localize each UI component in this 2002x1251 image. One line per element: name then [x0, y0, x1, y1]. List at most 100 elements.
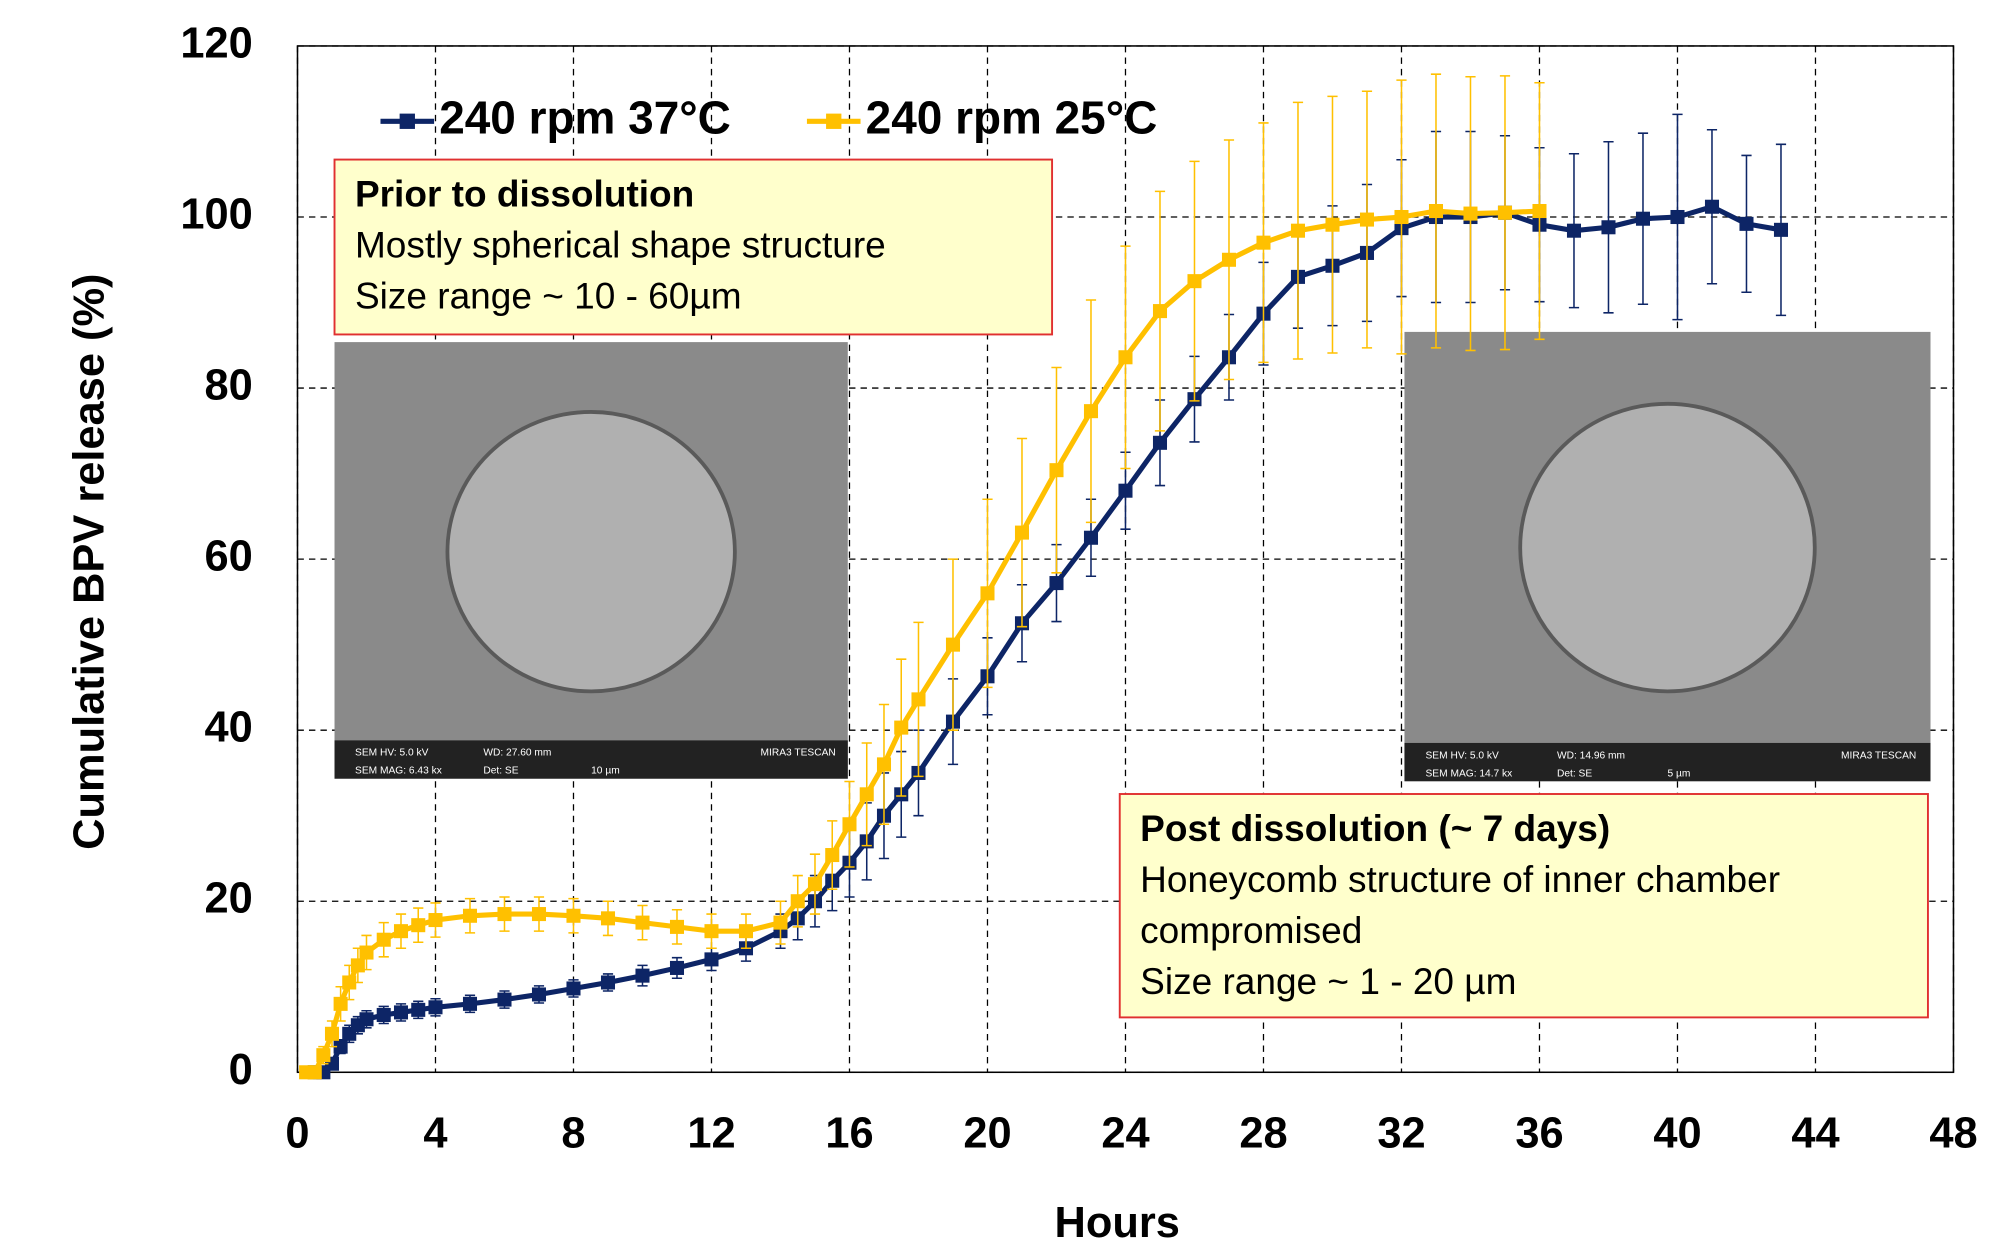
- x-tick-label: 28: [1239, 1110, 1287, 1158]
- marker: [704, 952, 719, 967]
- marker: [497, 992, 512, 1007]
- marker: [350, 958, 365, 973]
- marker: [333, 996, 348, 1011]
- y-tick-label: 60: [205, 533, 253, 581]
- x-tick-label: 0: [285, 1110, 309, 1158]
- marker: [980, 586, 995, 601]
- marker: [566, 908, 581, 923]
- marker: [1670, 209, 1685, 225]
- marker: [1704, 199, 1720, 214]
- x-tick-label: 8: [561, 1110, 585, 1158]
- marker: [635, 968, 650, 983]
- y-tick-label: 100: [180, 190, 252, 238]
- marker: [316, 1048, 331, 1063]
- x-tick-label: 48: [1929, 1110, 1977, 1158]
- y-axis-title: Cumulative BPV release (%): [65, 274, 113, 850]
- y-tick-label: 40: [205, 704, 253, 752]
- marker: [1187, 274, 1202, 289]
- x-tick-label: 4: [423, 1110, 447, 1158]
- marker: [1083, 530, 1099, 545]
- x-tick-label: 44: [1791, 1110, 1839, 1158]
- marker: [1256, 235, 1271, 250]
- marker: [1014, 525, 1030, 540]
- marker: [1221, 252, 1237, 267]
- sem-caption: MIRA3 TESCAN: [761, 748, 836, 759]
- sem-caption: SEM MAG: 14.7 kx: [1426, 768, 1513, 779]
- marker: [411, 918, 426, 933]
- marker: [807, 877, 823, 892]
- marker: [704, 924, 719, 939]
- marker: [428, 913, 443, 928]
- marker: [462, 996, 478, 1011]
- legend-label: 240 rpm 25°C: [866, 91, 1158, 143]
- marker: [1532, 204, 1547, 219]
- marker: [497, 907, 512, 922]
- marker: [393, 924, 409, 939]
- sem-caption: SEM HV: 5.0 kV: [355, 748, 429, 759]
- marker: [359, 1012, 374, 1027]
- marker: [859, 787, 874, 802]
- marker: [359, 945, 374, 960]
- marker: [1152, 435, 1168, 450]
- annotation-box: [333, 158, 1054, 336]
- legend-label: 240 rpm 37°C: [439, 91, 731, 143]
- marker: [531, 987, 547, 1002]
- marker: [428, 1000, 443, 1015]
- sem-caption: MIRA3 TESCAN: [1841, 750, 1916, 761]
- marker: [1290, 223, 1306, 238]
- legend-marker: [399, 113, 415, 129]
- marker: [1152, 304, 1168, 319]
- y-tick-label: 20: [205, 875, 253, 923]
- sem-caption: WD: 27.60 mm: [483, 748, 551, 759]
- annotation-title: Prior to dissolution: [355, 172, 694, 214]
- marker: [1601, 220, 1616, 235]
- marker: [1049, 463, 1064, 478]
- x-tick-label: 12: [687, 1110, 735, 1158]
- marker: [842, 817, 857, 832]
- sem-caption: WD: 14.96 mm: [1557, 750, 1625, 761]
- sem-caption: 10 µm: [591, 766, 620, 777]
- marker: [1497, 205, 1513, 220]
- y-tick-label: 120: [180, 19, 252, 67]
- x-tick-label: 20: [963, 1110, 1011, 1158]
- marker: [1118, 350, 1133, 365]
- marker: [635, 915, 650, 930]
- x-axis-title: Hours: [1054, 1199, 1179, 1247]
- y-tick-label: 80: [205, 362, 253, 410]
- marker: [1635, 211, 1651, 226]
- marker: [894, 720, 909, 735]
- sem-caption: Det: SE: [483, 766, 518, 777]
- marker: [1049, 576, 1064, 591]
- marker: [1083, 404, 1099, 419]
- sem-feature: [1518, 401, 1817, 694]
- annotation-line: Mostly spherical shape structure: [355, 223, 886, 265]
- marker: [669, 960, 685, 975]
- annotation-line: compromised: [1140, 909, 1362, 951]
- marker: [669, 919, 685, 934]
- marker: [376, 1007, 391, 1023]
- marker: [1463, 206, 1478, 221]
- marker: [945, 637, 961, 652]
- annotation-line: Size range ~ 10 - 60µm: [355, 274, 742, 316]
- annotation-box: [1118, 793, 1929, 1019]
- sem-caption: Det: SE: [1557, 768, 1592, 779]
- marker: [1428, 204, 1444, 219]
- marker: [1394, 209, 1409, 225]
- sem-feature: [445, 410, 737, 694]
- sem-caption-bar: [1404, 742, 1931, 782]
- marker: [773, 915, 788, 930]
- x-tick-label: 32: [1377, 1110, 1425, 1158]
- marker: [876, 757, 892, 772]
- marker: [324, 1026, 340, 1041]
- marker: [600, 911, 616, 926]
- marker: [1739, 216, 1754, 231]
- x-tick-label: 40: [1653, 1110, 1701, 1158]
- marker: [342, 975, 357, 990]
- sem-caption: 5 µm: [1667, 768, 1690, 779]
- marker: [411, 1002, 426, 1017]
- marker: [600, 975, 616, 990]
- marker: [307, 1065, 322, 1080]
- marker: [376, 932, 391, 947]
